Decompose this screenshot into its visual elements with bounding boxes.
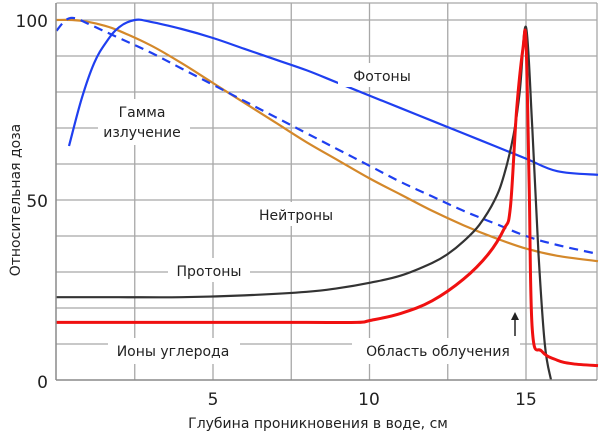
axes — [55, 3, 597, 381]
series-group — [55, 16, 599, 381]
arrow-up-icon — [511, 312, 519, 336]
grid — [56, 2, 598, 380]
y-ticks: 100 50 0 — [16, 12, 48, 393]
y-axis-label: Относительная доза — [8, 124, 24, 277]
label-neutrons: Нейтроны — [259, 208, 333, 224]
x-ticks: 5 10 15 — [208, 390, 537, 410]
label-gamma-line1: Гамма — [119, 105, 166, 121]
label-bg-protons — [168, 258, 250, 282]
label-bg-neutrons — [252, 202, 342, 226]
series-gamma — [55, 16, 599, 256]
series-carbon-ions — [56, 28, 599, 368]
x-axis-label: Глубина проникновения в воде, см — [188, 416, 448, 432]
x-tick-10: 10 — [358, 390, 380, 410]
x-tick-5: 5 — [208, 390, 219, 410]
y-tick-50: 50 — [26, 192, 48, 212]
label-irradiation-region: Область облучения — [366, 344, 510, 360]
label-carbon-ions: Ионы углерода — [117, 344, 230, 360]
series-photons — [67, 18, 599, 176]
x-tick-15: 15 — [515, 390, 537, 410]
annotation-backgrounds — [98, 63, 520, 364]
series-neutrons — [56, 18, 599, 263]
label-bg-region — [352, 338, 520, 364]
label-protons: Протоны — [177, 264, 242, 280]
annotations: Фотоны Гамма излучение Нейтроны Протоны … — [103, 69, 519, 360]
label-bg-gamma — [98, 99, 190, 145]
series-protons — [56, 25, 553, 381]
label-photons: Фотоны — [353, 69, 411, 85]
y-tick-100: 100 — [16, 12, 48, 32]
label-bg-photons — [338, 63, 426, 87]
y-tick-0: 0 — [37, 373, 48, 393]
label-gamma-line2: излучение — [103, 125, 181, 141]
label-bg-carbon — [108, 338, 240, 364]
